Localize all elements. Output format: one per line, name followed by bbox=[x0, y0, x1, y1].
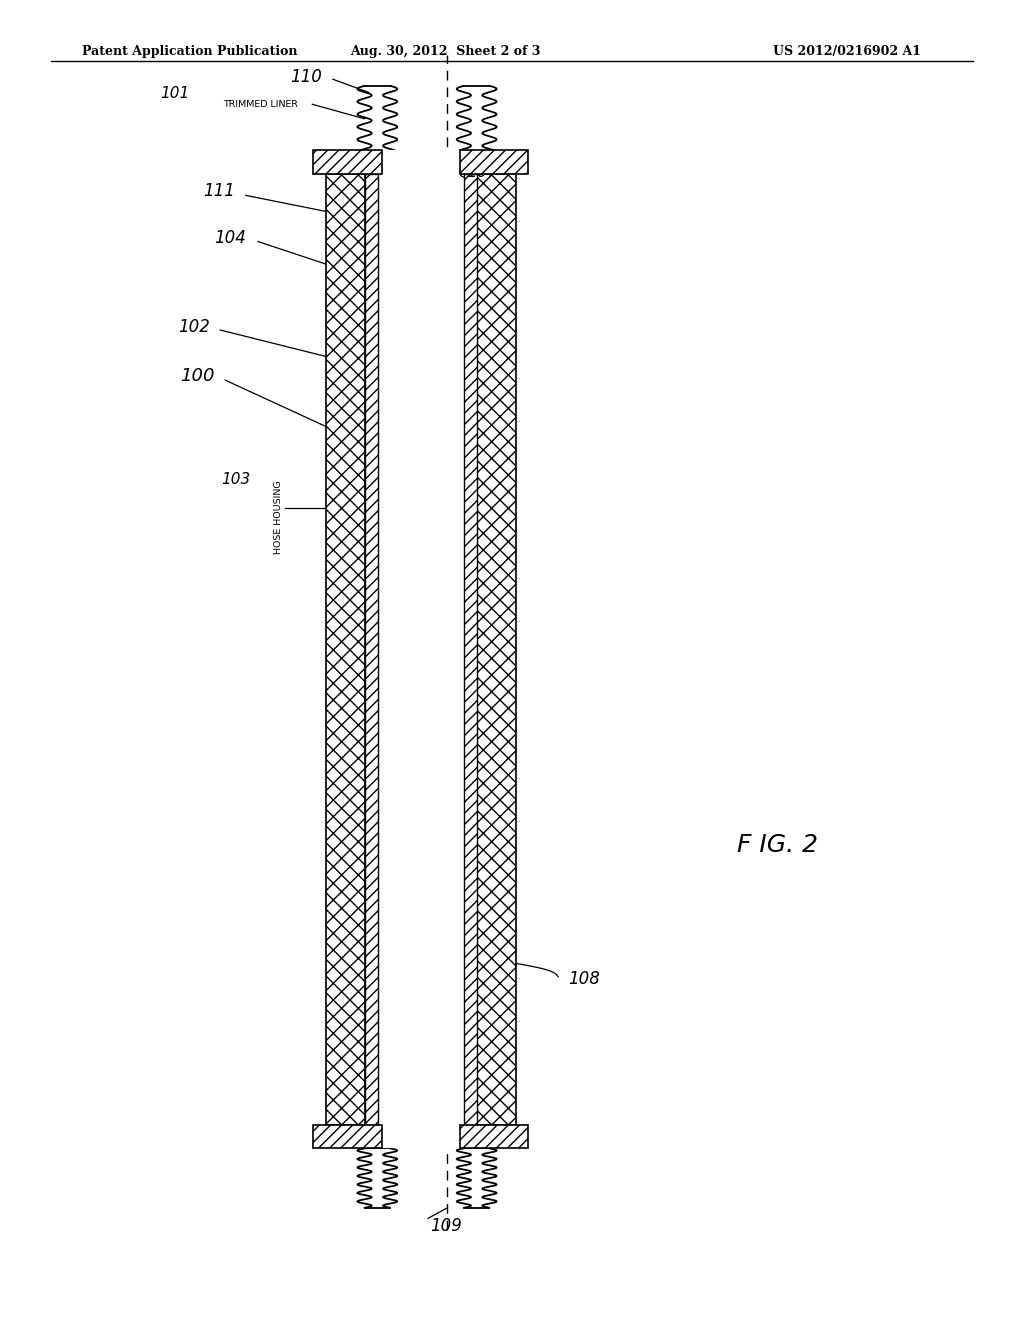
Bar bbox=[460, 150, 528, 174]
Bar bbox=[365, 174, 378, 1125]
Text: 109: 109 bbox=[430, 1217, 462, 1236]
Text: 103: 103 bbox=[221, 471, 251, 487]
Text: F IG. 2: F IG. 2 bbox=[737, 833, 818, 857]
Text: Patent Application Publication: Patent Application Publication bbox=[82, 45, 297, 58]
Bar bbox=[313, 1125, 382, 1148]
Text: HOSE HOUSING: HOSE HOUSING bbox=[274, 480, 284, 554]
Text: 104: 104 bbox=[214, 228, 246, 247]
Text: Aug. 30, 2012  Sheet 2 of 3: Aug. 30, 2012 Sheet 2 of 3 bbox=[350, 45, 541, 58]
Text: 102: 102 bbox=[178, 318, 210, 337]
Text: 107: 107 bbox=[466, 162, 498, 181]
Bar bbox=[326, 174, 365, 1125]
Text: 110: 110 bbox=[291, 67, 323, 86]
Text: 111: 111 bbox=[204, 182, 236, 201]
Bar bbox=[477, 174, 516, 1125]
Bar bbox=[313, 150, 382, 174]
Text: TRIMMED LINER: TRIMMED LINER bbox=[223, 100, 298, 108]
Text: 101: 101 bbox=[160, 86, 189, 102]
Text: US 2012/0216902 A1: US 2012/0216902 A1 bbox=[773, 45, 922, 58]
Bar bbox=[460, 1125, 528, 1148]
Bar bbox=[464, 174, 477, 1125]
Text: 108: 108 bbox=[568, 970, 600, 989]
Bar bbox=[378, 150, 464, 1148]
Text: 100: 100 bbox=[180, 367, 215, 385]
